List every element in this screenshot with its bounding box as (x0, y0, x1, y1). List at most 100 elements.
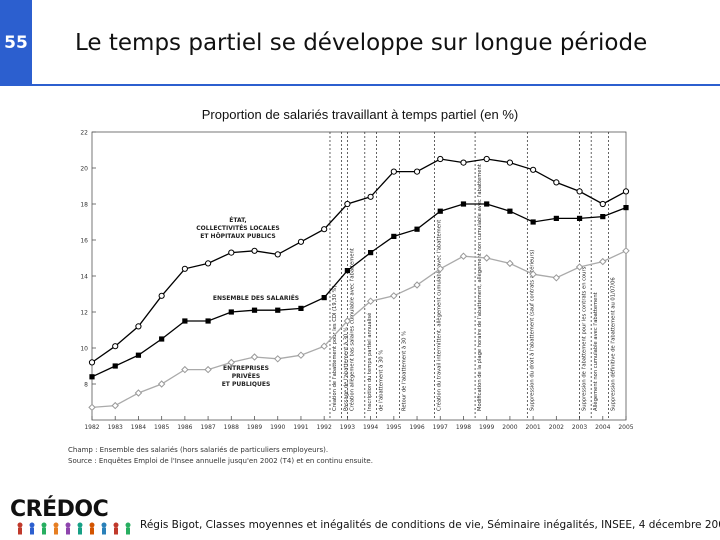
x-tick-label: 1989 (247, 424, 262, 431)
data-point (576, 215, 583, 221)
data-point (111, 401, 119, 410)
data-point (205, 318, 211, 324)
data-point (159, 336, 165, 342)
slide-number: 55 (0, 0, 32, 86)
data-point (623, 205, 629, 211)
y-tick-label: 22 (80, 130, 88, 137)
x-tick-label: 1998 (456, 424, 471, 431)
data-point (274, 251, 281, 258)
data-point (112, 363, 118, 369)
data-point (112, 343, 119, 350)
y-tick-label: 12 (80, 310, 88, 317)
data-point (89, 374, 95, 380)
data-point (483, 155, 490, 163)
data-point (460, 159, 467, 166)
x-tick-label: 1990 (270, 424, 285, 431)
x-tick-label: 1983 (108, 424, 123, 431)
data-point (366, 297, 375, 305)
data-point (484, 201, 490, 207)
chart-notes: Champ : Ensemble des salariés (hors sala… (68, 445, 373, 467)
x-tick-label: 1986 (177, 424, 192, 431)
x-tick-label: 2003 (572, 424, 587, 431)
annotation-text: Création de l'abattement pour les CDI (1… (331, 285, 338, 411)
slide-title: Le temps partiel se développe sur longue… (75, 30, 648, 56)
x-tick-label: 1985 (154, 424, 169, 431)
x-tick-label: 2005 (618, 424, 633, 431)
data-point (529, 270, 537, 278)
data-point (204, 260, 212, 267)
data-point (390, 292, 398, 300)
data-point (367, 193, 374, 200)
data-point (228, 249, 235, 256)
series-label: ET HÔPITAUX PUBLICS (200, 233, 275, 240)
data-point (599, 257, 607, 266)
annotation-text: Suppression du droit à l'abattement (sau… (528, 250, 535, 411)
data-point (413, 281, 421, 289)
data-point (250, 353, 259, 361)
series-label: ENSEMBLE DES SALARIÉS (213, 294, 299, 302)
data-point (228, 309, 234, 315)
series-label: ET PUBLIQUES (222, 381, 271, 388)
annotation-text: Suppression définitive de l'abattement a… (610, 277, 617, 411)
data-point (297, 238, 305, 245)
footer-citation: Régis Bigot, Classes moyennes et inégali… (140, 519, 720, 531)
data-point (297, 351, 305, 359)
data-point (553, 215, 559, 221)
data-point (414, 226, 420, 232)
data-point (227, 358, 236, 367)
annotation-text: Création allègement bas salaires cumulab… (348, 248, 355, 411)
annotation-text: Création du travail intermittent, allège… (435, 220, 442, 411)
chart-title: Proportion de salariés travaillant à tem… (201, 107, 519, 122)
data-point (368, 250, 374, 256)
data-point (482, 254, 491, 262)
data-point (181, 265, 188, 272)
data-point (622, 247, 630, 255)
annotation-text: Modification de la plage horaire de l'ab… (476, 164, 483, 411)
series-label: PRIVÉES (232, 372, 260, 380)
data-point (600, 214, 606, 220)
data-point (599, 200, 606, 208)
annotation-text: Inscription du temps partiel annualisé (366, 313, 373, 411)
data-point (390, 168, 397, 175)
data-point (530, 166, 537, 173)
data-point (553, 179, 560, 186)
series-line (91, 250, 627, 409)
series-label: ÉTAT, (229, 216, 246, 224)
x-tick-label: 1999 (479, 424, 494, 431)
x-tick-label: 1993 (340, 424, 355, 431)
data-point (344, 268, 350, 274)
data-point (506, 259, 514, 268)
data-point (344, 200, 351, 208)
part-time-line-chart: 8 10 12 14 16 18 20 22 1982 1983 1984 1985 1986 1987 1… (80, 130, 633, 432)
y-tick-label: 10 (80, 346, 88, 353)
data-point (530, 219, 536, 225)
y-tick-label: 20 (80, 166, 88, 173)
y-tick-label: 8 (84, 382, 88, 389)
x-tick-label: 2004 (595, 424, 610, 431)
data-point (158, 292, 165, 299)
series-line (91, 203, 627, 378)
x-tick-label: 1988 (224, 424, 239, 431)
x-tick-label: 1987 (200, 424, 215, 431)
data-point (182, 318, 188, 324)
data-point (622, 188, 630, 195)
data-point (275, 307, 281, 313)
data-point (576, 188, 583, 195)
data-point (552, 274, 561, 282)
x-tick-label: 1982 (84, 424, 99, 431)
data-point (320, 342, 328, 350)
data-point (88, 403, 96, 412)
data-point (251, 247, 258, 254)
data-point (506, 159, 514, 166)
source-note: Source : Enquêtes Emploi de l'Insee annu… (68, 457, 373, 465)
data-point (437, 155, 444, 163)
data-point (321, 295, 327, 301)
data-point (575, 263, 584, 271)
data-point (437, 208, 443, 214)
data-point (343, 317, 352, 325)
annotation-text: Retour de l'abattement à 30 % (401, 331, 408, 411)
data-point (274, 355, 282, 363)
series-label: COLLECTIVITÉS LOCALES (196, 224, 279, 232)
x-tick-label: 1994 (363, 424, 378, 431)
series-label: ENTREPRISES (223, 365, 269, 372)
